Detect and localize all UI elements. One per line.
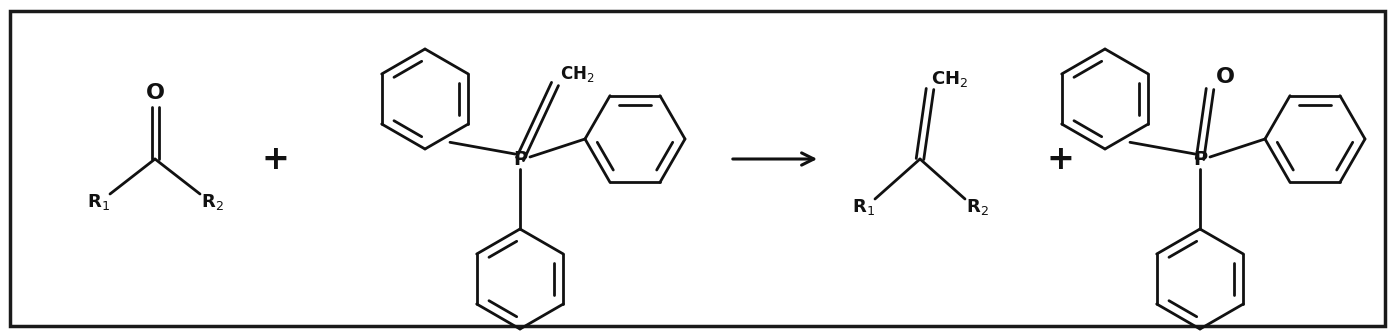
Text: +: + (260, 143, 288, 175)
Text: +: + (1046, 143, 1074, 175)
Text: R$_2$: R$_2$ (200, 192, 224, 212)
Text: CH$_2$: CH$_2$ (931, 69, 969, 89)
Text: R$_2$: R$_2$ (966, 197, 988, 217)
Text: R$_1$: R$_1$ (851, 197, 875, 217)
Text: CH$_2$: CH$_2$ (560, 64, 594, 84)
Text: P: P (1193, 150, 1207, 168)
Text: O: O (1215, 67, 1235, 87)
Text: P: P (512, 150, 526, 168)
Text: R$_1$: R$_1$ (87, 192, 109, 212)
FancyBboxPatch shape (10, 11, 1385, 326)
Text: O: O (146, 83, 165, 103)
